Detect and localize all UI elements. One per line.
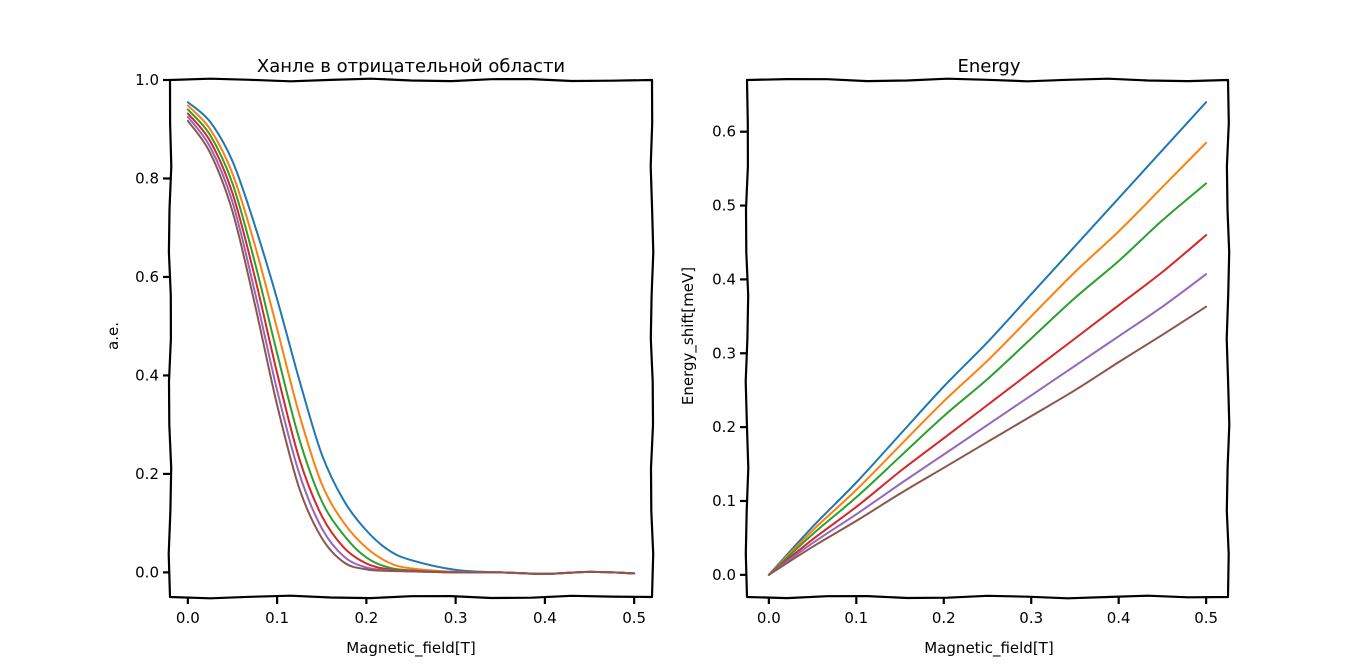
- x-tick-label: 0.3: [1019, 609, 1043, 627]
- series-line-2: [767, 141, 1208, 576]
- y-tick-label: 0.8: [135, 169, 159, 187]
- series-line-3: [767, 182, 1208, 576]
- chart-title: Energy: [957, 56, 1020, 77]
- x-tick-label: 0.4: [533, 609, 557, 627]
- plot-frame: [744, 77, 1231, 600]
- series-line-5: [767, 273, 1208, 576]
- x-tick-label: 0.2: [354, 609, 378, 627]
- y-tick-label: 0.4: [712, 270, 736, 288]
- y-axis-label: Energy_shift[meV]: [679, 267, 698, 405]
- x-tick-label: 0.1: [844, 609, 868, 627]
- series-line-3: [186, 108, 636, 575]
- x-tick-label: 0.5: [622, 609, 646, 627]
- x-tick-label: 0.4: [1107, 609, 1131, 627]
- y-tick-label: 1.0: [135, 71, 159, 89]
- x-tick-label: 0.0: [757, 609, 781, 627]
- series-line-2: [186, 104, 636, 575]
- y-tick-label: 0.6: [135, 268, 159, 286]
- y-tick-label: 0.2: [135, 465, 159, 483]
- series-line-6: [186, 119, 636, 575]
- y-tick-label: 0.3: [712, 344, 736, 362]
- x-tick-label: 0.5: [1194, 609, 1218, 627]
- y-tick-label: 0.1: [712, 492, 736, 510]
- hanle-chart: Ханле в отрицательной области Magnetic_f…: [104, 56, 655, 658]
- series-line-1: [186, 101, 636, 575]
- y-tick-label: 0.0: [712, 566, 736, 584]
- x-tick-label: 0.2: [932, 609, 956, 627]
- y-tick-label: 0.4: [135, 366, 159, 384]
- x-tick-label: 0.3: [444, 609, 468, 627]
- y-tick-label: 0.5: [712, 197, 736, 215]
- series-line-4: [767, 234, 1208, 576]
- energy-chart: Energy Magnetic_field[T] Energy_shift[me…: [679, 56, 1231, 658]
- y-tick-label: 0.0: [135, 563, 159, 581]
- x-axis-label: Magnetic_field[T]: [924, 639, 1053, 658]
- x-tick-label: 0.0: [176, 609, 200, 627]
- y-tick-label: 0.6: [712, 123, 736, 141]
- x-tick-label: 0.1: [265, 609, 289, 627]
- y-tick-label: 0.2: [712, 418, 736, 436]
- series-line-4: [186, 112, 636, 575]
- series-line-1: [767, 101, 1208, 576]
- plot-frame: [167, 77, 655, 600]
- x-axis-label: Magnetic_field[T]: [346, 639, 475, 658]
- y-axis-label: a.e.: [104, 322, 122, 350]
- series-line-6: [767, 305, 1208, 576]
- series-line-5: [186, 115, 636, 575]
- chart-title: Ханле в отрицательной области: [257, 56, 565, 77]
